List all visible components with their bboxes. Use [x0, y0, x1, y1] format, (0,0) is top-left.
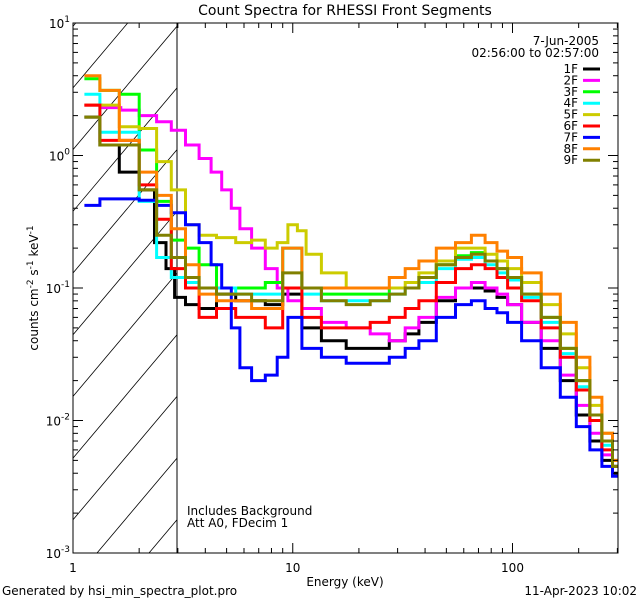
series-2F — [84, 103, 618, 468]
series-6F — [84, 103, 618, 468]
legend-label: 2F — [563, 73, 578, 87]
hatch-line — [253, 0, 640, 553]
generated-by-label: Generated by hsi_min_spectra_plot.pro — [2, 584, 237, 598]
timestamp-label: 11-Apr-2023 10:02 — [524, 584, 637, 598]
y-tick-label: 10-3 — [46, 545, 70, 561]
series-4F — [84, 92, 618, 468]
legend-label: 8F — [563, 142, 578, 156]
legend-label: 3F — [563, 85, 578, 99]
series-9F — [84, 115, 618, 468]
hatch-line — [73, 395, 177, 521]
series-layer — [84, 74, 618, 478]
legend-label: 5F — [563, 108, 578, 122]
hatch-line — [73, 148, 177, 274]
x-tick-labels: 1 10 100 — [69, 561, 524, 575]
hatch-line — [73, 334, 177, 459]
annotation-attenuator: Att A0, FDecim 1 — [187, 516, 288, 530]
y-tick-label: 100 — [49, 148, 70, 164]
chart-title: Count Spectra for RHESSI Front Segments — [198, 3, 492, 19]
series-8F — [84, 74, 618, 462]
hatch-line — [0, 0, 85, 553]
y-tick-label: 101 — [49, 15, 70, 31]
y-tick-label: 10-2 — [46, 413, 70, 429]
y-tick-label: 10-1 — [46, 280, 70, 296]
series-5F — [84, 103, 618, 462]
excluded-region-hatch — [0, 0, 640, 553]
time-range-label: 02:56:00 to 02:57:00 — [472, 46, 599, 60]
x-tick-label: 1 — [69, 561, 77, 575]
legend-label: 6F — [563, 119, 578, 133]
x-tick-label: 100 — [501, 561, 524, 575]
hatch-line — [0, 0, 137, 553]
annotation-background: Includes Background — [187, 504, 312, 518]
legend-label: 7F — [563, 130, 578, 144]
hatch-line — [73, 25, 177, 151]
legend-label: 1F — [563, 62, 578, 76]
x-tick-label: 10 — [285, 561, 300, 575]
legend-label: 4F — [563, 96, 578, 110]
legend-label: 9F — [563, 153, 578, 167]
axis-ticks — [72, 22, 618, 554]
hatch-line — [73, 210, 177, 336]
series-7F — [84, 197, 618, 478]
y-axis-label: counts cm-2 s-1 keV-1 — [26, 225, 41, 350]
date-label: 7-Jun-2005 — [533, 34, 599, 48]
y-tick-labels: 101 100 10-1 10-2 10-3 — [46, 15, 71, 561]
x-axis-label: Energy (keV) — [306, 575, 383, 589]
